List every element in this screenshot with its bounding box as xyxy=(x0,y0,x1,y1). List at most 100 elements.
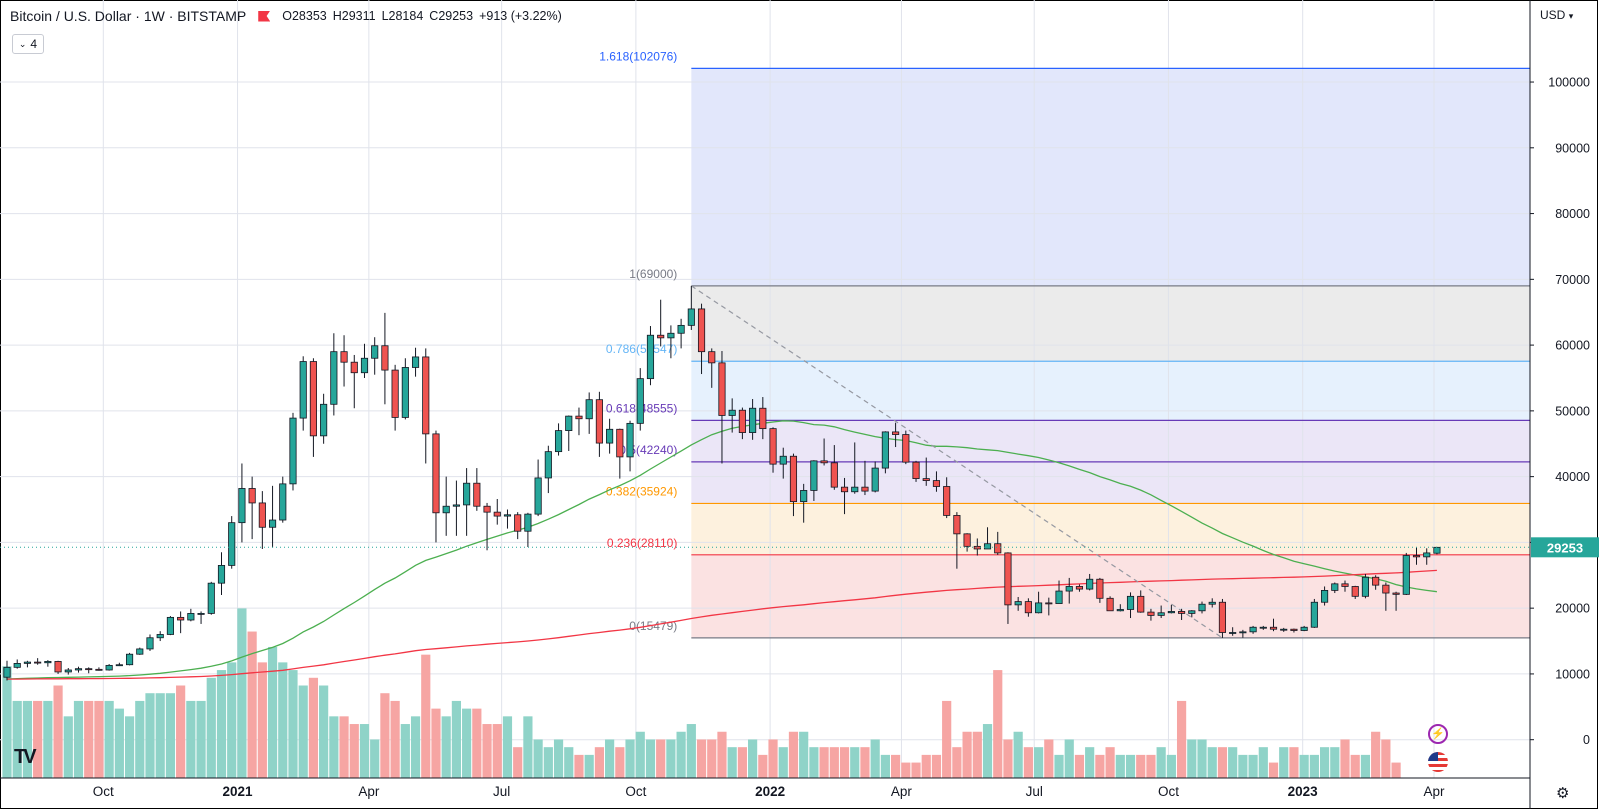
candle xyxy=(1351,585,1359,599)
candle-body xyxy=(1423,552,1431,558)
candle-body xyxy=(23,661,31,664)
volume-bar xyxy=(278,662,288,778)
candle xyxy=(1126,592,1135,619)
price-axis-label: 40000 xyxy=(1555,470,1590,484)
volume-bar xyxy=(758,754,768,778)
candle-body xyxy=(1259,626,1267,629)
candle-body xyxy=(34,661,42,664)
candle xyxy=(687,285,695,330)
candle-body xyxy=(677,324,685,334)
candle xyxy=(360,343,369,378)
candle xyxy=(953,512,961,569)
volume-bar xyxy=(911,762,921,778)
candle xyxy=(207,581,215,615)
candle xyxy=(575,407,583,436)
candle-body xyxy=(851,486,859,493)
fib-level-label: 0.786(57547) xyxy=(606,342,677,356)
candle xyxy=(238,463,246,543)
candle xyxy=(667,325,675,359)
volume-bar xyxy=(656,739,666,778)
volume-bar xyxy=(359,724,370,778)
candle-body xyxy=(309,361,317,437)
volume-bar xyxy=(921,754,931,778)
volume-bar xyxy=(216,670,227,778)
flag-icon[interactable] xyxy=(258,10,271,22)
volume-bar xyxy=(676,731,686,778)
candle xyxy=(105,664,113,671)
candle-body xyxy=(483,505,491,513)
candle xyxy=(432,430,440,543)
candle-body xyxy=(779,455,787,465)
candle-body xyxy=(432,433,440,514)
low-value: L28184 xyxy=(381,9,424,23)
candle xyxy=(95,667,103,671)
volume-bar xyxy=(768,739,778,778)
candle xyxy=(228,516,236,569)
lightning-icon[interactable]: ⚡ xyxy=(1428,724,1448,744)
volume-bar xyxy=(553,739,564,778)
candle-body xyxy=(738,409,746,433)
candle xyxy=(769,427,777,473)
candle-body xyxy=(1331,583,1339,591)
trend-line[interactable] xyxy=(690,285,1223,639)
candle xyxy=(892,422,900,448)
candle xyxy=(34,658,42,665)
candle xyxy=(340,335,348,387)
candle-body xyxy=(381,345,389,371)
volume-bar xyxy=(574,754,584,778)
candle xyxy=(156,631,164,642)
candle-body xyxy=(544,451,552,479)
candle-body xyxy=(595,399,603,444)
symbol-title[interactable]: Bitcoin / U.S. Dollar · 1W · BITSTAMP xyxy=(10,8,247,24)
us-flag-icon[interactable] xyxy=(1428,752,1448,772)
volume-bar xyxy=(176,685,186,778)
candle xyxy=(1300,625,1308,632)
candle xyxy=(299,356,307,431)
volume-bar xyxy=(839,747,850,778)
chevron-down-icon: ⌄ xyxy=(18,38,27,49)
candle-body xyxy=(411,356,420,368)
candle-body xyxy=(881,431,889,469)
candle-body xyxy=(1075,586,1084,590)
volume-bar xyxy=(1228,747,1238,778)
candle xyxy=(1402,552,1410,596)
indicators-toggle-button[interactable]: ⌄ 4 xyxy=(12,34,44,54)
candle xyxy=(1137,590,1145,613)
candle xyxy=(871,461,879,493)
tradingview-logo[interactable]: TV xyxy=(14,746,36,768)
candle xyxy=(85,667,93,674)
candle-body xyxy=(452,504,460,507)
volume-bar xyxy=(155,693,165,778)
volume-bar xyxy=(686,724,696,778)
gear-icon[interactable]: ⚙ xyxy=(1556,785,1570,802)
time-axis-label: Oct xyxy=(1158,784,1179,799)
candle xyxy=(749,399,757,440)
volume-bar xyxy=(1054,754,1064,778)
currency-selector[interactable]: USD ▾ xyxy=(1540,8,1573,22)
candle-body xyxy=(1229,632,1237,634)
candle-body xyxy=(1208,601,1216,605)
candle-body xyxy=(360,357,369,374)
candle xyxy=(697,303,706,375)
candle-body xyxy=(749,407,757,433)
volume-bar xyxy=(114,708,124,778)
candle xyxy=(1055,580,1063,604)
candle xyxy=(1290,628,1298,633)
candle xyxy=(1167,604,1175,614)
candle xyxy=(493,498,501,525)
volume-bar xyxy=(952,747,962,778)
candle-body xyxy=(463,482,471,506)
candle xyxy=(759,397,767,440)
volume-bar xyxy=(1279,747,1289,778)
volume-bar xyxy=(584,754,594,778)
candle-body xyxy=(1239,631,1247,634)
volume-bar xyxy=(1360,754,1371,778)
volume-bar xyxy=(1340,739,1350,778)
volume-bar xyxy=(2,666,12,778)
candle xyxy=(554,423,563,456)
volume-bar xyxy=(1381,739,1391,778)
candle-body xyxy=(197,613,205,615)
candle-body xyxy=(207,582,215,614)
candle-body xyxy=(769,428,777,465)
